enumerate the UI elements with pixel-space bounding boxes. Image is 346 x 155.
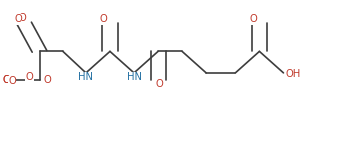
Text: O: O <box>25 72 33 82</box>
Text: O: O <box>2 75 10 85</box>
Text: HN: HN <box>79 73 93 82</box>
Text: O: O <box>2 75 10 85</box>
Text: O: O <box>43 75 51 85</box>
Text: O: O <box>14 14 22 24</box>
Text: OH: OH <box>285 69 300 79</box>
Text: O: O <box>156 79 164 89</box>
Text: HN: HN <box>127 73 142 82</box>
Text: O: O <box>100 14 108 24</box>
Text: O: O <box>249 14 257 24</box>
Text: O: O <box>18 13 26 23</box>
Text: O: O <box>8 76 16 86</box>
